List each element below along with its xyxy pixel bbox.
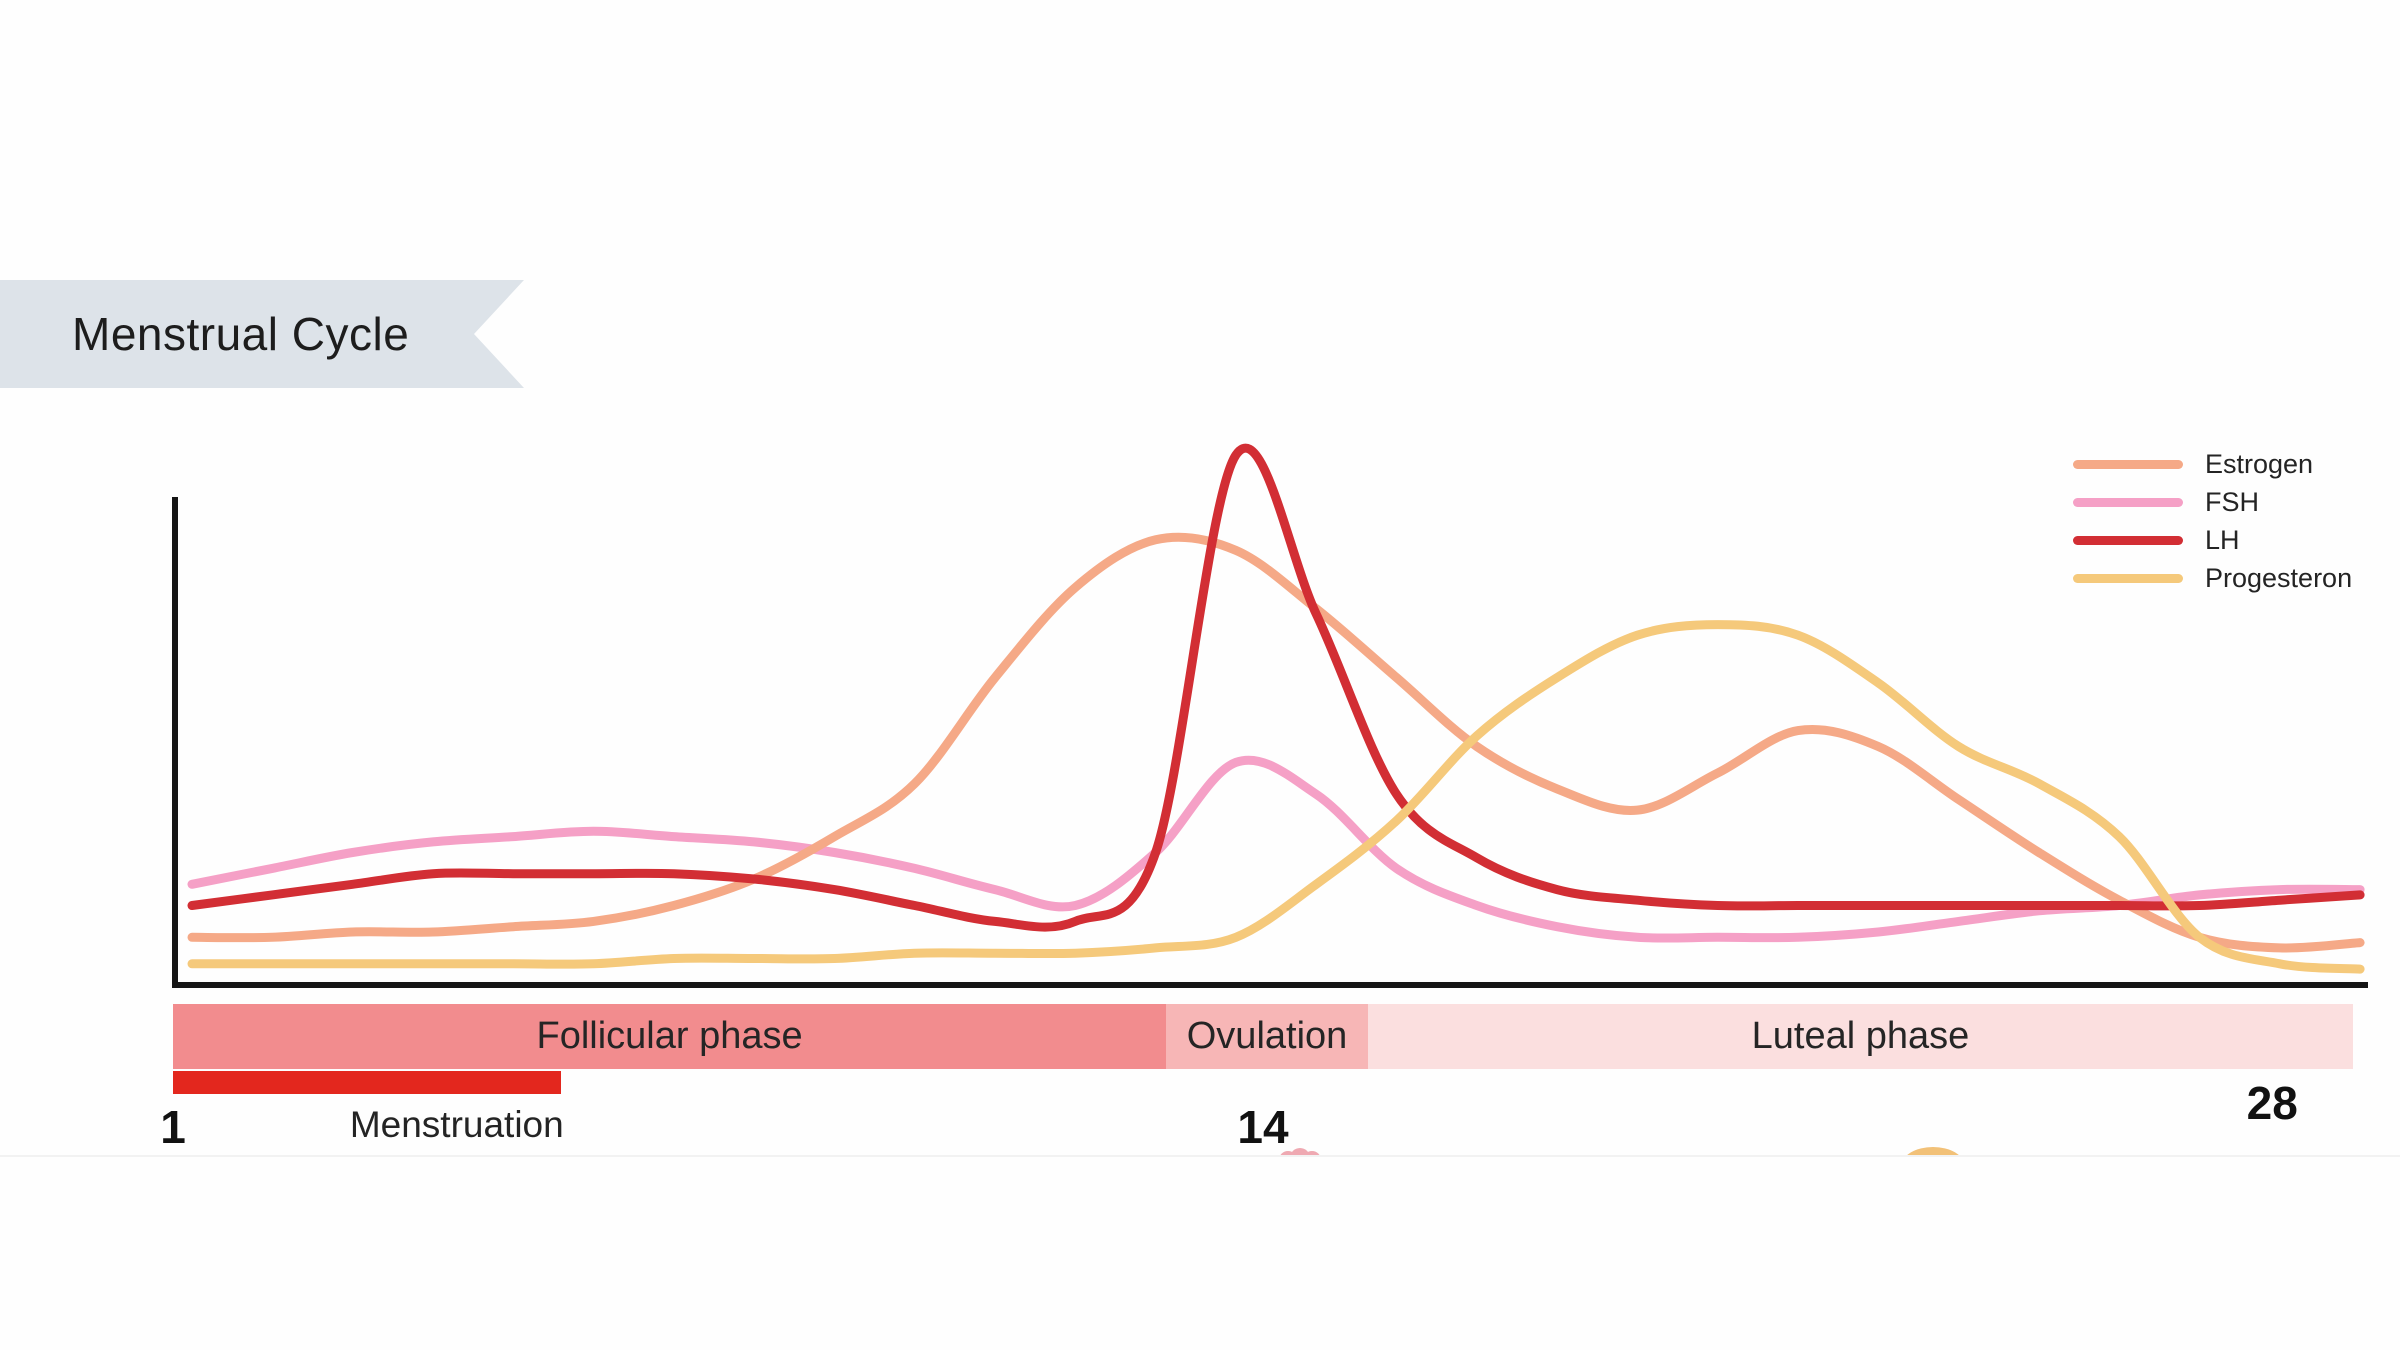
phase-label: Ovulation [1186,1015,1348,1057]
title-ribbon: Menstrual Cycle [0,280,524,388]
curve-lh [187,443,2365,932]
ovum-icon [1303,1151,1321,1157]
hormone-curves [187,443,2365,974]
page-title: Menstrual Cycle [72,308,410,360]
progesteron-line-swatch-icon [2073,573,2183,583]
content-bottom-edge [0,1155,2400,1157]
legend-label: FSH [2205,486,2259,517]
cycle-phase-bar: Follicular phase Ovulation Luteal phase [173,1004,2353,1069]
legend-item-fsh: FSH [2073,486,2352,517]
day-tick-14: 14 [1237,1101,1289,1153]
menstruation-label: Menstruation [349,1104,564,1145]
phase-label: Luteal phase [1751,1015,1970,1057]
curve-fsh [187,755,2365,943]
ovum-icon [1290,1148,1310,1157]
estrogen-line-swatch-icon [2073,459,2183,469]
phase-segment-follicular: Follicular phase [173,1004,1167,1069]
legend-label: Progesteron [2205,562,2353,593]
legend-item-progesteron: Progesteron [2073,562,2353,593]
cropped-decoration-icons [1279,1147,1961,1157]
day-tick-1: 1 [160,1101,186,1153]
legend-item-estrogen: Estrogen [2073,448,2352,479]
curve-estrogen [187,532,2365,953]
corpus-luteum-icon [1905,1147,1961,1157]
legend-item-lh: LH [2073,524,2352,555]
legend-label: Estrogen [2205,448,2314,479]
axes [172,497,2368,988]
menstruation-bar [173,1071,561,1094]
day-tick-28: 28 [2246,1077,2298,1129]
phase-segment-luteal: Luteal phase [1367,1004,2353,1069]
phase-label: Follicular phase [536,1015,803,1057]
phase-segment-ovulation: Ovulation [1166,1004,1368,1069]
legend: Estrogen FSH LH Progesteron [2073,448,2353,593]
fsh-line-swatch-icon [2073,497,2183,507]
lh-line-swatch-icon [2073,535,2183,545]
legend-label: LH [2205,524,2240,555]
curve-progesteron [187,620,2365,974]
